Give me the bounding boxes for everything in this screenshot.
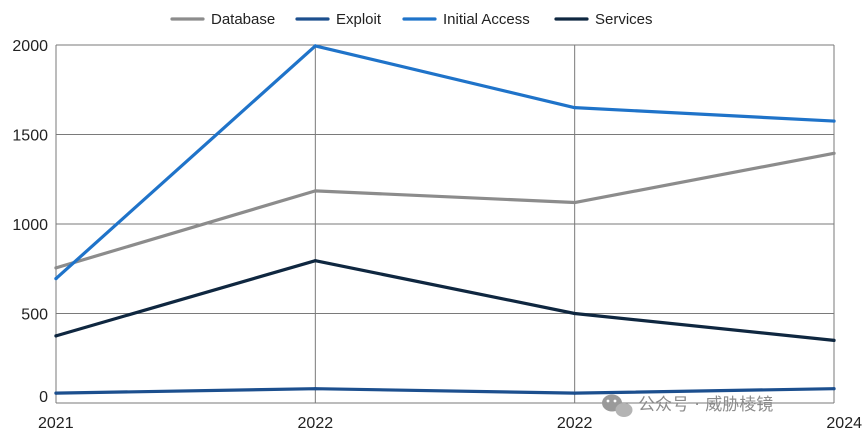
data-point-exploit (832, 387, 836, 391)
watermark-text: 公众号 · 威胁棱镜 (638, 395, 773, 415)
data-point-database (573, 200, 577, 205)
series-layer (54, 44, 836, 395)
x-axis: 2021 2022 2022 2024 (38, 415, 862, 432)
x-tick-label: 2024 (826, 415, 862, 432)
data-point-initial-access (54, 276, 58, 281)
legend: Database Exploit Initial Access Services (170, 11, 653, 28)
x-tick-label: 2022 (298, 415, 334, 432)
legend-item-database: Database (170, 11, 275, 28)
data-point-initial-access (832, 119, 836, 123)
data-point-database (54, 266, 58, 270)
data-point-database (313, 189, 317, 193)
data-point-exploit (54, 391, 58, 395)
data-point-initial-access (573, 106, 577, 110)
legend-item-exploit: Exploit (295, 11, 382, 28)
legend-label-exploit: Exploit (336, 11, 382, 28)
data-point-services (832, 338, 836, 342)
y-tick-label: 1500 (12, 128, 48, 145)
y-tick-label: 0 (39, 389, 48, 406)
data-point-services (313, 259, 317, 263)
series-line-database (54, 151, 836, 270)
data-point-database (832, 151, 836, 155)
y-tick-label: 1000 (12, 217, 48, 234)
series-line-initial-access (54, 44, 836, 281)
series-line-services (54, 259, 836, 342)
data-point-exploit (313, 387, 317, 391)
legend-item-services: Services (554, 11, 653, 28)
legend-label-services: Services (595, 11, 653, 28)
legend-label-database: Database (211, 11, 275, 28)
data-point-services (54, 334, 58, 338)
y-tick-label: 2000 (12, 38, 48, 55)
x-tick-label: 2021 (38, 415, 74, 432)
legend-item-initial-access: Initial Access (402, 11, 530, 28)
legend-label-initial-access: Initial Access (443, 11, 530, 28)
watermark: 公众号 · 威胁棱镜 (602, 394, 773, 417)
data-point-services (573, 311, 577, 316)
data-point-initial-access (313, 44, 317, 48)
grid (55, 44, 835, 404)
data-point-exploit (573, 391, 577, 395)
y-tick-label: 500 (21, 307, 48, 324)
y-axis: 0 500 1000 1500 2000 (12, 38, 48, 406)
wechat-icon (602, 394, 633, 417)
series-line-exploit (54, 387, 836, 395)
x-tick-label: 2022 (557, 415, 593, 432)
